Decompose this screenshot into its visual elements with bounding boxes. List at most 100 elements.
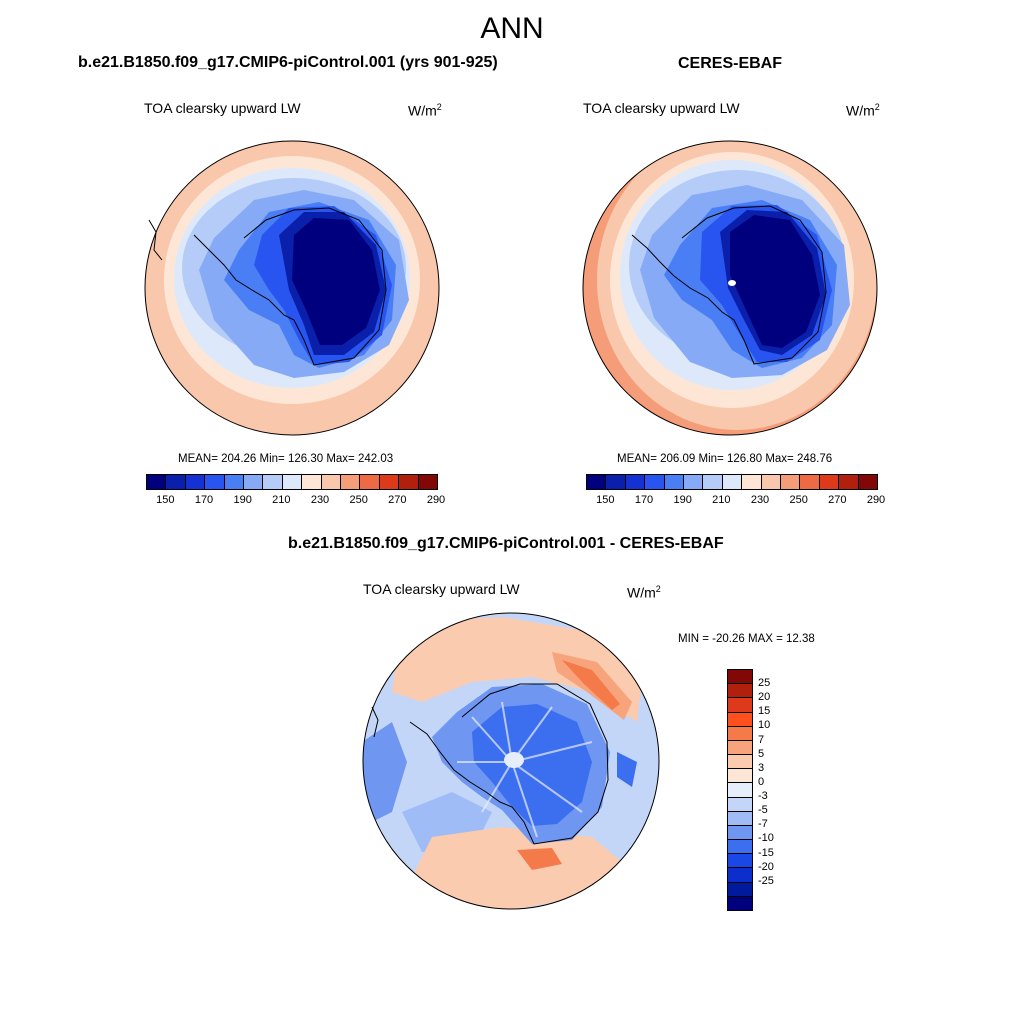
colorbar-swatch — [858, 475, 878, 489]
colorbar-swatch — [224, 475, 245, 489]
colorbar-tick-label: 10 — [758, 719, 771, 732]
panel1-colorbar-ticks: 150 170 190 210 230 250 270 290 — [146, 494, 445, 508]
colorbar-swatch — [147, 475, 167, 489]
colorbar-swatch — [684, 475, 704, 489]
colorbar-swatch — [728, 755, 752, 770]
colorbar-swatch — [418, 475, 438, 489]
colorbar-swatch — [645, 475, 665, 489]
panel2-colorbar-ticks: 150 170 190 210 230 250 270 290 — [586, 494, 885, 508]
colorbar-swatch — [728, 882, 752, 897]
colorbar-tick-label: 20 — [758, 691, 771, 704]
colorbar-swatch — [781, 475, 801, 489]
colorbar-tick-label: 170 — [634, 494, 654, 506]
colorbar-tick-label: 25 — [758, 677, 771, 690]
colorbar-tick-label: 290 — [866, 494, 886, 506]
colorbar-tick-label: 230 — [310, 494, 330, 506]
colorbar-swatch — [728, 825, 752, 841]
panel2-map — [582, 140, 878, 436]
panel3-units: W/m2 — [627, 584, 661, 601]
colorbar-swatch — [728, 896, 752, 910]
colorbar-swatch — [728, 868, 752, 883]
colorbar-tick-label: 270 — [388, 494, 407, 506]
panel1-units: W/m2 — [408, 102, 442, 119]
colorbar-tick-label: 0 — [758, 775, 765, 788]
panel3-variable: TOA clearsky upward LW — [363, 581, 520, 597]
colorbar-swatch — [728, 698, 752, 713]
colorbar-tick-label: 150 — [156, 494, 175, 506]
colorbar-tick-label: 210 — [272, 494, 291, 506]
colorbar-swatch — [282, 475, 303, 489]
colorbar-tick-label: -5 — [758, 804, 768, 817]
colorbar-swatch — [166, 475, 186, 489]
panel3-title: b.e21.B1850.f09_g17.CMIP6-piControl.001 … — [288, 535, 724, 552]
colorbar-tick-label: 290 — [426, 494, 446, 506]
colorbar-swatch — [728, 726, 752, 741]
colorbar-tick-label: 230 — [750, 494, 770, 506]
colorbar-swatch — [205, 475, 225, 489]
colorbar-swatch — [664, 475, 685, 489]
colorbar-swatch — [728, 769, 752, 784]
colorbar-swatch — [587, 475, 607, 489]
colorbar-tick-label: -20 — [758, 860, 774, 873]
colorbar-swatch — [244, 475, 264, 489]
panel2-title: CERES-EBAF — [678, 55, 783, 72]
colorbar-swatch — [728, 740, 752, 756]
colorbar-tick-label: 5 — [758, 747, 765, 760]
colorbar-tick-label: 170 — [194, 494, 214, 506]
colorbar-swatch — [728, 783, 752, 798]
colorbar-tick-label: 190 — [673, 494, 692, 506]
colorbar-swatch — [761, 475, 782, 489]
colorbar-tick-label: 190 — [233, 494, 252, 506]
colorbar-tick-label: 3 — [758, 761, 765, 774]
colorbar-swatch — [728, 811, 752, 826]
colorbar-swatch — [185, 475, 206, 489]
season-title: ANN — [480, 12, 544, 45]
colorbar-swatch — [703, 475, 723, 489]
colorbar-swatch — [728, 797, 752, 812]
colorbar-swatch — [728, 712, 752, 727]
colorbar-swatch — [360, 475, 380, 489]
colorbar-swatch — [728, 684, 752, 699]
colorbar-swatch — [321, 475, 342, 489]
colorbar-tick-label: -10 — [758, 832, 774, 845]
colorbar-tick-label: -25 — [758, 874, 774, 887]
colorbar-swatch — [625, 475, 646, 489]
panel1-map — [144, 140, 440, 436]
colorbar-tick-label: 150 — [596, 494, 615, 506]
colorbar-tick-label: -3 — [758, 790, 768, 803]
colorbar-swatch — [728, 854, 752, 869]
colorbar-tick-label: 250 — [789, 494, 808, 506]
panel1-colorbar — [146, 474, 438, 490]
colorbar-tick-label: 15 — [758, 705, 771, 718]
colorbar-swatch — [606, 475, 626, 489]
panel3-stats: MIN = -20.26 MAX = 12.38 — [678, 633, 815, 645]
colorbar-tick-label: 270 — [828, 494, 847, 506]
colorbar-swatch — [742, 475, 762, 489]
colorbar-swatch — [728, 670, 752, 685]
panel2-colorbar — [586, 474, 878, 490]
panel3-map — [362, 612, 660, 910]
colorbar-tick-label: -15 — [758, 846, 774, 859]
colorbar-swatch — [728, 840, 752, 855]
colorbar-tick-label: 210 — [712, 494, 731, 506]
colorbar-tick-label: 7 — [758, 733, 765, 746]
panel1-variable: TOA clearsky upward LW — [144, 100, 301, 116]
panel1-title: b.e21.B1850.f09_g17.CMIP6-piControl.001 … — [78, 54, 498, 71]
colorbar-swatch — [302, 475, 322, 489]
colorbar-swatch — [800, 475, 820, 489]
colorbar-swatch — [819, 475, 840, 489]
panel2-variable: TOA clearsky upward LW — [583, 100, 740, 116]
colorbar-swatch — [839, 475, 859, 489]
panel3-colorbar — [727, 669, 753, 911]
panel3-colorbar-ticks: 25 20 15 10 7 5 3 0 -3 -5 -7 -10 -15 -20 -25 — [758, 669, 788, 909]
colorbar-swatch — [722, 475, 743, 489]
colorbar-tick-label: -7 — [758, 818, 768, 831]
colorbar-tick-label: 250 — [349, 494, 368, 506]
panel1-stats: MEAN= 204.26 Min= 126.30 Max= 242.03 — [178, 453, 394, 465]
panel2-stats: MEAN= 206.09 Min= 126.80 Max= 248.76 — [617, 453, 833, 465]
colorbar-swatch — [379, 475, 400, 489]
panel2-units: W/m2 — [846, 102, 880, 119]
colorbar-swatch — [341, 475, 361, 489]
colorbar-swatch — [263, 475, 283, 489]
colorbar-swatch — [399, 475, 419, 489]
